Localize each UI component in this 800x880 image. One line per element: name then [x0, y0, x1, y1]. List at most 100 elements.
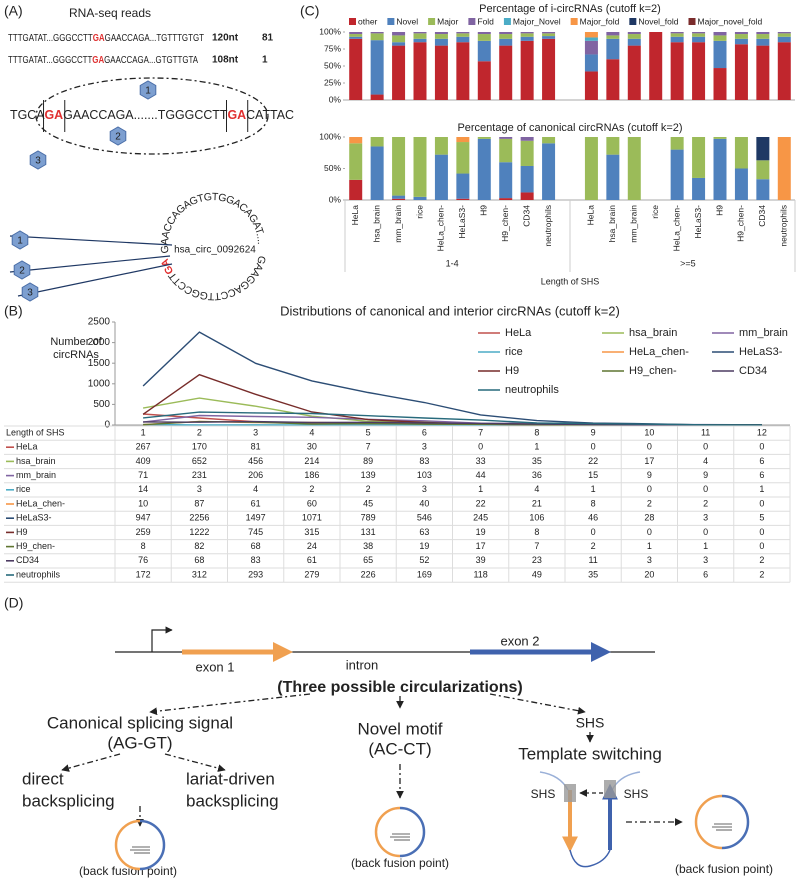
bar-segment — [584, 137, 598, 200]
table-cell: 169 — [417, 569, 432, 579]
table-cell: 3 — [703, 555, 708, 565]
y-tick-label: 50% — [324, 163, 341, 173]
table-cell: 5 — [759, 513, 764, 523]
table-cell: 0 — [759, 541, 764, 551]
genome-junction: GA — [227, 107, 246, 122]
bar-segment — [413, 42, 427, 100]
table-cell: 14 — [138, 484, 148, 494]
table-cell: 4 — [534, 484, 539, 494]
bar-segment — [756, 38, 770, 46]
table-cell: 1 — [591, 484, 596, 494]
bar-segment — [692, 137, 706, 178]
exon-label: exon 1 — [195, 659, 234, 674]
y-tick-label: 500 — [93, 399, 110, 410]
group-label: 1-4 — [446, 258, 459, 268]
bar-segment — [434, 45, 448, 100]
table-cell: 312 — [192, 569, 207, 579]
table-cell: 0 — [703, 442, 708, 452]
bar-segment — [499, 137, 513, 139]
bar-segment — [392, 137, 406, 196]
table-header-cell: 2 — [197, 427, 202, 437]
table-header-cell: 9 — [591, 427, 596, 437]
shs-label: SHS — [531, 787, 556, 801]
table-header-cell: 5 — [366, 427, 371, 437]
table-cell: 2 — [759, 569, 764, 579]
table-cell: 21 — [532, 498, 542, 508]
y-tick-label: 2000 — [88, 337, 111, 348]
bar-segment — [456, 32, 470, 34]
table-cell: 789 — [361, 513, 376, 523]
bar-segment — [670, 42, 684, 100]
table-cell: 245 — [473, 513, 488, 523]
table-cell: 38 — [363, 541, 373, 551]
arrow — [149, 693, 311, 716]
read-length: 108nt — [212, 55, 239, 66]
series-line — [142, 373, 762, 426]
bar-segment — [734, 44, 748, 100]
legend-label: H9 — [505, 365, 519, 377]
route-motif: (AC-CT) — [368, 739, 431, 758]
table-cell: 44 — [476, 470, 486, 480]
x-axis-label: Length of SHS — [541, 276, 600, 286]
branch-label: lariat-driven — [186, 769, 275, 788]
table-cell: 2 — [309, 484, 314, 494]
arrow — [61, 753, 121, 772]
shs-label: SHS — [624, 787, 649, 801]
table-cell: 214 — [304, 456, 319, 466]
bar-segment — [392, 32, 406, 36]
table-cell: 24 — [307, 541, 317, 551]
table-cell: 1 — [478, 484, 483, 494]
legend-label: Major — [437, 16, 458, 26]
bar-segment — [542, 33, 556, 37]
x-tick-label: HeLaS3- — [457, 205, 467, 239]
table-cell: 9 — [647, 470, 652, 480]
table-header-cell: 7 — [478, 427, 483, 437]
circle-half — [114, 819, 141, 871]
y-axis-label: Number of circRNAs — [50, 336, 102, 361]
bar-segment — [692, 42, 706, 100]
table-cell: 22 — [476, 498, 486, 508]
bar-segment — [477, 34, 491, 41]
bar-segment — [777, 137, 791, 200]
genome-right: CATTAC — [246, 107, 294, 122]
table-cell: 17 — [476, 541, 486, 551]
table-cell: 3 — [422, 484, 427, 494]
read-left: TTTGATAT...GGGCCTT — [8, 55, 92, 66]
bar-segment — [713, 137, 727, 139]
table-cell: 39 — [476, 555, 486, 565]
bar-segment — [756, 45, 770, 100]
route-title: Novel motif — [357, 719, 442, 738]
row-label: H9 — [16, 527, 28, 537]
bar-segment — [777, 33, 791, 37]
bar-segment — [756, 179, 770, 200]
table-cell: 2 — [759, 555, 764, 565]
marker-number: 1 — [17, 236, 23, 247]
bar-segment — [584, 32, 598, 38]
table-cell: 0 — [759, 498, 764, 508]
bar-segment — [477, 138, 491, 200]
y-tick-label: 0 — [104, 420, 110, 431]
table-cell: 23 — [532, 555, 542, 565]
bar-segment — [606, 32, 620, 36]
table-cell: 68 — [194, 555, 204, 565]
panel-label: (B) — [4, 303, 23, 319]
table-cell: 279 — [304, 569, 319, 579]
table-cell: 4 — [253, 484, 258, 494]
table-cell: 6 — [759, 456, 764, 466]
bar-segment — [392, 45, 406, 100]
bar-segment — [713, 35, 727, 41]
bar-segment — [413, 38, 427, 43]
circ-bottom: GAAGGACCTTGGCCTTGA — [159, 254, 269, 302]
table-cell: 2 — [591, 541, 596, 551]
y-tick-label: 0% — [329, 194, 342, 204]
table-cell: 0 — [759, 527, 764, 537]
bar-segment — [456, 36, 470, 43]
bar-segment — [670, 36, 684, 43]
table-cell: 45 — [363, 498, 373, 508]
table-cell: 6 — [703, 569, 708, 579]
circle-half — [374, 806, 401, 858]
bar-segment — [370, 137, 384, 147]
y-tick-label: 2500 — [88, 317, 111, 328]
read-junction: GA — [92, 55, 104, 66]
